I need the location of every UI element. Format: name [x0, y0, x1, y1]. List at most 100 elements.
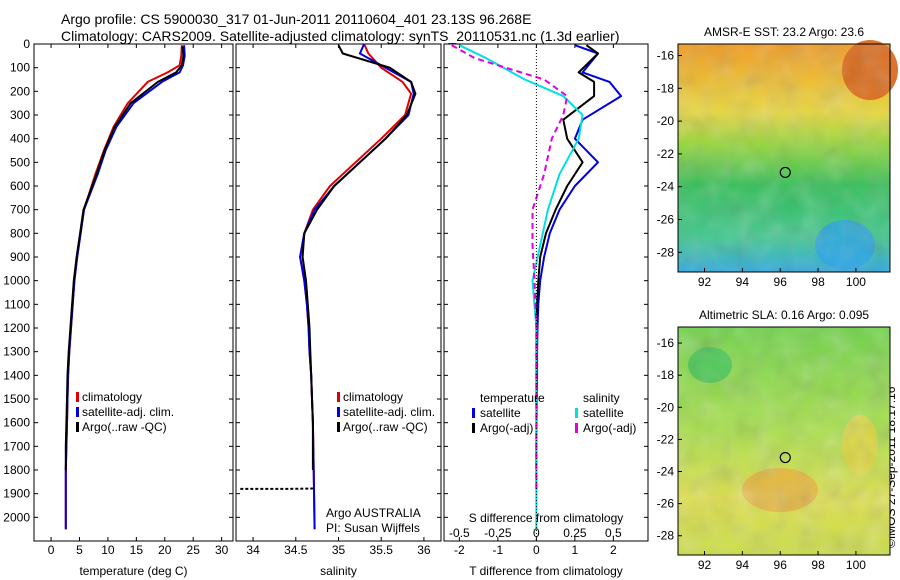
y-tick-label: 1800 — [3, 463, 30, 477]
map-y-tick-label: -28 — [657, 245, 675, 259]
legend-label: satellite — [480, 406, 521, 420]
legend-label: Argo(..raw -QC) — [82, 420, 167, 434]
map-frame — [677, 326, 891, 556]
map-x-tick-label: 98 — [811, 558, 825, 572]
map-y-tick-label: -24 — [657, 180, 675, 194]
y-tick-label: 100 — [10, 61, 30, 75]
legend-swatch — [472, 423, 475, 433]
plot-frame-2 — [443, 43, 649, 542]
y-tick-label: 200 — [10, 84, 30, 98]
legend-label: Argo(-adj) — [583, 421, 636, 435]
x2-tick-label: -0.5 — [449, 526, 470, 540]
map-x-tick-label: 96 — [774, 558, 788, 572]
plot-frame-0 — [33, 43, 234, 542]
series-line-salinity-satellite — [458, 44, 584, 530]
legend-title-temperature: temperature — [480, 391, 545, 405]
y-tick-label: 1200 — [3, 321, 30, 335]
y-tick-label: 1100 — [4, 297, 30, 311]
series-line-climatology — [299, 43, 413, 530]
y-tick-label: 800 — [10, 226, 30, 240]
legend-swatch — [337, 422, 340, 432]
x2-tick-label: -0.25 — [484, 526, 512, 540]
sst-map-axes: AMSR-E SST: 23.2 Argo: 23.6 92 94 96 98 100 -1… — [657, 25, 891, 289]
map-x-tick-label: 100 — [846, 558, 866, 572]
sst-map — [678, 40, 898, 272]
x-tick-label: 10 — [101, 543, 115, 557]
x2-axis-label: S difference from climatology — [469, 511, 624, 525]
x-tick-label: 36 — [417, 543, 431, 557]
temperature-panel: 0 5 10 15 20 25 300100200300400500600700800900… — [3, 37, 234, 578]
x-axis-label: T difference from climatology — [469, 564, 623, 578]
y-tick-label: 1000 — [3, 274, 30, 288]
series-line-satellite-adj-clim — [64, 45, 186, 530]
x-tick-label: 30 — [215, 543, 229, 557]
map-x-tick-label: 94 — [736, 275, 750, 289]
sla-map-axes: Altimetric SLA: 0.16 Argo: 0.095 92 94 96 98… — [657, 308, 891, 572]
map-x-tick-label: 94 — [736, 558, 750, 572]
annotation-argo-australia: Argo AUSTRALIA — [326, 506, 421, 520]
y-tick-label: 400 — [10, 132, 30, 146]
legend-swatch — [76, 407, 79, 417]
salinity-panel: 34 34.5 35 35.5 36 salinity climatologysatelli… — [235, 43, 442, 578]
y-tick-label: 1600 — [3, 416, 30, 430]
sla-map — [678, 327, 890, 555]
y-tick-label: 1300 — [3, 345, 30, 359]
x2-tick-label: 0 — [533, 526, 540, 540]
x-axis-label: temperature (deg C) — [79, 564, 187, 578]
sst-map-texture — [678, 44, 890, 272]
x-tick-label: 34.5 — [284, 543, 308, 557]
map-x-tick-label: 96 — [774, 275, 788, 289]
plot-frame-1 — [235, 43, 442, 542]
series-line-salinity-argo-adj — [451, 44, 569, 489]
map-y-tick-label: -26 — [657, 497, 675, 511]
argo-position-marker — [779, 451, 791, 464]
y-tick-label: 500 — [10, 155, 30, 169]
y-tick-label: 0 — [23, 37, 30, 51]
map-y-tick-label: -22 — [657, 432, 675, 446]
legend-swatch — [575, 423, 578, 433]
legend-swatch — [337, 407, 340, 417]
map-x-tick-label: 98 — [811, 275, 825, 289]
map-frame — [677, 43, 891, 273]
y-tick-label: 1700 — [3, 439, 30, 453]
x-tick-label: 1 — [572, 543, 579, 557]
x-tick-label: 0 — [48, 543, 55, 557]
x-tick-label: 15 — [130, 543, 144, 557]
x-tick-label: 5 — [76, 543, 83, 557]
map-y-tick-label: -16 — [657, 336, 675, 350]
map-y-tick-label: -16 — [657, 48, 675, 62]
map-y-tick-label: -26 — [657, 213, 675, 227]
difference-panel: -2 -1 0 1 2 T difference from climatology -0.5… — [443, 43, 649, 578]
map-title: Altimetric SLA: 0.16 Argo: 0.095 — [699, 308, 869, 322]
series-line-argo-raw-qc — [301, 44, 417, 470]
annotation-pi: PI: Susan Wijffels — [326, 521, 420, 535]
legend-label: satellite-adj. clim. — [82, 405, 174, 419]
map-x-tick-label: 92 — [698, 558, 712, 572]
argo-position-marker — [779, 166, 791, 179]
x-tick-label: 35 — [332, 543, 346, 557]
x-tick-label: 35.5 — [370, 543, 394, 557]
map-y-tick-label: -20 — [657, 400, 675, 414]
series-line-argo-raw-qc — [64, 46, 185, 470]
map-title: AMSR-E SST: 23.2 Argo: 23.6 — [704, 25, 864, 39]
x-tick-label: 20 — [158, 543, 172, 557]
legend-title-salinity: salinity — [583, 391, 620, 405]
map-y-tick-label: -20 — [657, 114, 675, 128]
figure-title-line2: Climatology: CARS2009. Satellite-adjuste… — [61, 28, 620, 44]
map-y-tick-label: -22 — [657, 147, 675, 161]
x2-tick-label: 0.5 — [605, 526, 622, 540]
map-y-tick-label: -18 — [657, 81, 675, 95]
map-y-tick-label: -28 — [657, 529, 675, 543]
x-tick-label: 25 — [187, 543, 201, 557]
x-axis-label: salinity — [320, 564, 357, 578]
y-tick-label: 300 — [10, 108, 30, 122]
legend-label: Argo(-adj) — [480, 421, 533, 435]
legend-swatch — [337, 392, 340, 402]
x2-tick-label: 0.25 — [563, 526, 587, 540]
legend-label: Argo(..raw -QC) — [343, 420, 428, 434]
sla-map-texture — [678, 327, 890, 555]
legend-label: satellite — [583, 406, 624, 420]
legend-label: satellite-adj. clim. — [343, 405, 435, 419]
y-tick-label: 600 — [10, 179, 30, 193]
